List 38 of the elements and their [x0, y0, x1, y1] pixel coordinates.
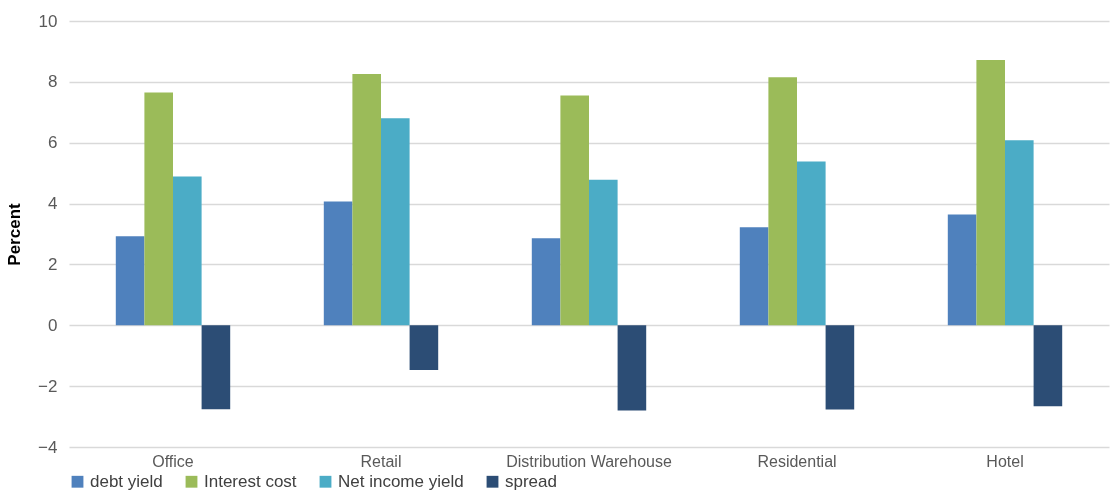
x-tick-label: Retail [360, 452, 402, 470]
y-tick-label: 0 [48, 315, 58, 335]
bar [1033, 325, 1063, 407]
y-tick-label: 10 [38, 11, 58, 31]
y-tick-label: 6 [48, 133, 58, 153]
x-tick-label: Residential [757, 452, 837, 470]
bar [976, 59, 1005, 326]
x-tick-label: Office [152, 452, 194, 470]
bar [825, 325, 855, 410]
bar [323, 201, 353, 326]
bar [381, 118, 410, 326]
bar [589, 179, 618, 326]
legend-label: Net income yield [338, 471, 464, 491]
legend-label: spread [505, 471, 557, 491]
x-tick-label: Hotel [986, 452, 1024, 470]
bar [173, 176, 202, 326]
y-tick-label: 2 [48, 254, 58, 274]
bar [531, 238, 561, 326]
y-tick-label: 8 [48, 72, 58, 92]
bar [768, 77, 797, 326]
y-tick-label: −4 [38, 437, 58, 457]
bar [201, 325, 231, 410]
bar [352, 73, 381, 326]
y-axis-title: Percent [5, 202, 25, 266]
bar [947, 214, 977, 326]
y-tick-label: −2 [38, 376, 58, 396]
bar [144, 92, 173, 326]
bar [797, 161, 826, 326]
bar [617, 325, 647, 411]
bar [560, 95, 589, 326]
x-tick-label: Distribution Warehouse [506, 452, 672, 470]
bar [409, 325, 439, 371]
y-tick-label: 4 [48, 194, 58, 214]
bar [1005, 140, 1034, 326]
bar [739, 227, 769, 326]
legend-label: debt yield [90, 471, 163, 491]
legend-label: Interest cost [204, 471, 297, 491]
bar [115, 236, 145, 326]
